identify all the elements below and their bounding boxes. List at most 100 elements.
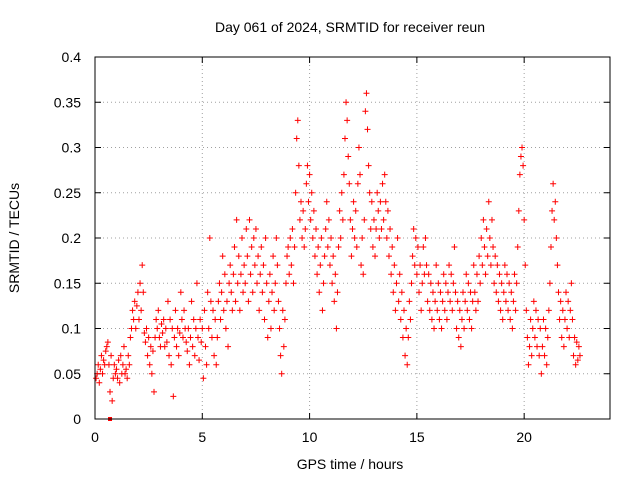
data-point xyxy=(298,198,304,205)
data-point xyxy=(277,352,284,359)
data-point xyxy=(475,298,482,305)
data-point xyxy=(309,235,316,241)
data-point xyxy=(267,325,274,332)
data-point xyxy=(317,262,324,269)
data-point xyxy=(129,307,136,314)
data-point xyxy=(346,180,353,187)
data-point xyxy=(506,280,513,287)
data-point xyxy=(242,280,249,287)
data-point xyxy=(499,316,506,323)
data-point xyxy=(478,235,485,241)
data-point xyxy=(189,343,196,350)
data-point xyxy=(271,307,278,314)
data-point xyxy=(322,225,329,232)
y-tick-label: 0.05 xyxy=(54,366,81,382)
data-point xyxy=(380,216,387,223)
data-point xyxy=(97,366,104,373)
data-point xyxy=(571,334,578,341)
data-point xyxy=(347,216,354,223)
data-point xyxy=(292,189,299,196)
data-point xyxy=(204,289,211,296)
y-tick-label: 0.4 xyxy=(62,49,82,65)
data-point xyxy=(366,189,373,196)
data-point xyxy=(103,343,110,350)
data-point xyxy=(187,334,194,341)
data-point xyxy=(495,298,502,305)
data-point xyxy=(404,361,411,368)
data-point xyxy=(498,280,505,287)
data-point xyxy=(481,244,488,251)
data-point xyxy=(195,334,201,341)
data-point xyxy=(275,298,282,305)
data-point xyxy=(568,280,575,287)
data-point xyxy=(138,307,145,314)
data-point xyxy=(461,325,468,332)
data-point xyxy=(142,339,149,346)
data-point xyxy=(108,352,115,359)
data-point xyxy=(236,307,243,314)
data-point xyxy=(378,225,385,232)
data-point xyxy=(485,198,492,205)
data-point xyxy=(504,271,510,278)
data-point xyxy=(408,280,415,287)
data-point xyxy=(519,144,526,151)
data-point xyxy=(320,280,327,287)
data-point xyxy=(512,307,519,314)
data-point xyxy=(435,280,442,287)
data-point xyxy=(530,298,537,305)
data-point xyxy=(205,325,212,332)
data-point xyxy=(451,244,458,251)
data-point xyxy=(226,280,233,287)
data-point xyxy=(146,361,153,368)
data-point xyxy=(453,325,460,332)
data-point xyxy=(299,235,306,241)
data-point xyxy=(414,244,421,251)
data-point xyxy=(300,207,307,214)
data-point xyxy=(124,375,131,382)
data-point xyxy=(151,388,158,395)
data-point xyxy=(534,343,541,350)
data-point xyxy=(390,289,397,296)
data-point xyxy=(329,280,336,287)
data-point xyxy=(464,307,471,314)
data-point xyxy=(228,289,235,296)
data-point xyxy=(295,162,302,169)
data-point xyxy=(463,271,470,278)
data-point xyxy=(284,253,291,260)
data-point xyxy=(333,325,340,332)
data-point xyxy=(127,334,134,341)
data-point xyxy=(574,357,581,364)
data-point xyxy=(168,361,175,368)
data-point xyxy=(500,289,507,296)
data-point xyxy=(170,393,177,400)
data-point xyxy=(258,244,265,251)
data-point xyxy=(428,316,435,323)
data-point xyxy=(344,117,351,124)
data-point xyxy=(222,325,229,332)
y-tick-label: 0 xyxy=(73,411,81,427)
data-point xyxy=(423,262,430,269)
data-point xyxy=(440,271,447,278)
data-point xyxy=(569,316,576,323)
data-point xyxy=(528,352,535,359)
data-point xyxy=(359,235,366,241)
data-point xyxy=(115,357,122,364)
data-point xyxy=(98,352,105,359)
data-point xyxy=(573,339,580,346)
plot-frame xyxy=(94,56,611,420)
data-point xyxy=(410,225,417,232)
data-point xyxy=(348,253,355,260)
data-point xyxy=(335,244,342,251)
x-tick-label: 20 xyxy=(516,429,532,445)
data-point xyxy=(398,289,405,296)
data-point xyxy=(472,307,479,314)
data-point xyxy=(227,262,234,269)
data-point xyxy=(188,298,195,305)
data-point xyxy=(133,302,140,309)
data-point xyxy=(526,343,533,350)
data-point xyxy=(354,180,361,187)
data-point xyxy=(543,361,550,368)
data-point xyxy=(413,271,420,278)
data-point xyxy=(125,352,132,359)
data-point xyxy=(389,244,396,251)
